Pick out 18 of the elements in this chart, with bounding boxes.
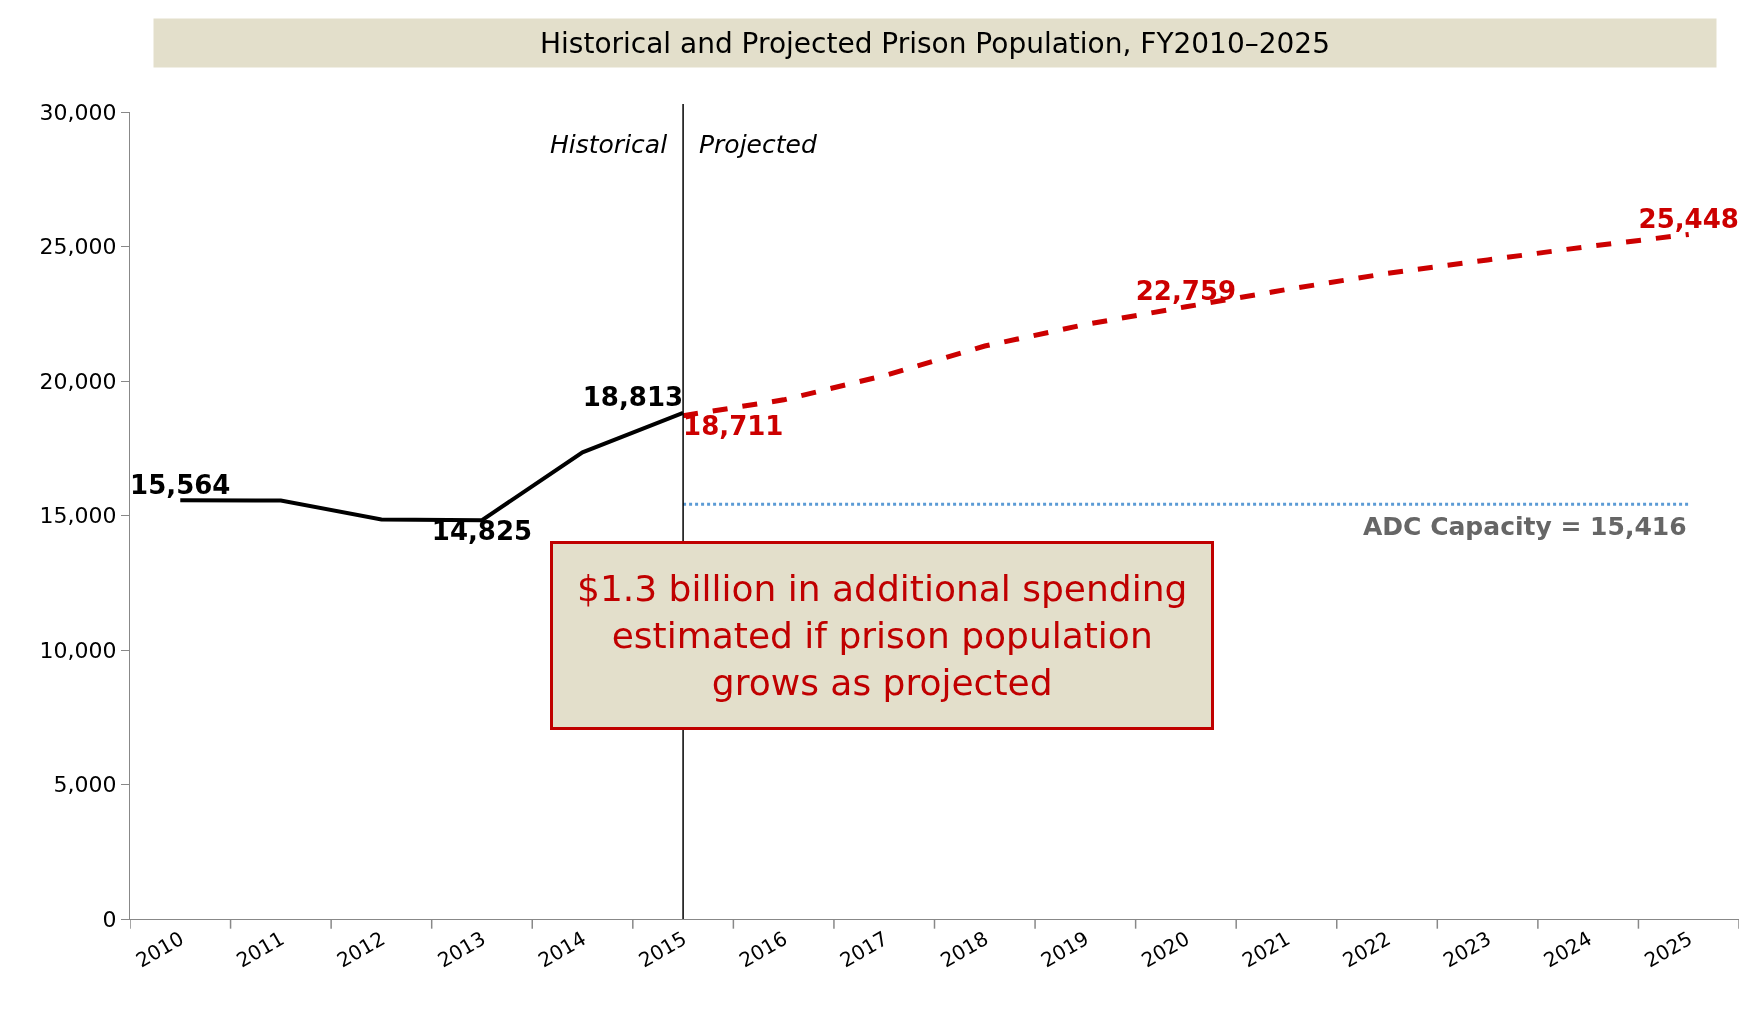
- y-tick-label: 10,000: [39, 637, 117, 663]
- y-tick-label: 15,000: [39, 503, 117, 529]
- annotation: Projected: [699, 130, 817, 159]
- data-label: 22,759: [1135, 276, 1237, 307]
- y-tick-label: 0: [102, 906, 117, 932]
- data-label: 15,564: [130, 469, 231, 500]
- data-label: 25,448: [1638, 203, 1739, 234]
- data-label: 18,813: [582, 382, 684, 413]
- chart-title: Historical and Projected Prison Population, FY2010–2025: [539, 26, 1331, 60]
- y-tick-label: 20,000: [39, 368, 117, 394]
- annotation: Historical: [550, 130, 668, 159]
- y-tick-label: 25,000: [39, 234, 117, 260]
- y-tick-label: 30,000: [39, 99, 117, 125]
- annotation: $1.3 billion in additional spending estimated if prison population grows as projected: [577, 568, 1188, 703]
- data-label: 18,711: [683, 411, 784, 442]
- annotation: ADC Capacity = 15,416: [1363, 512, 1687, 541]
- y-tick-label: 5,000: [53, 772, 117, 798]
- data-label: 14,825: [431, 515, 533, 546]
